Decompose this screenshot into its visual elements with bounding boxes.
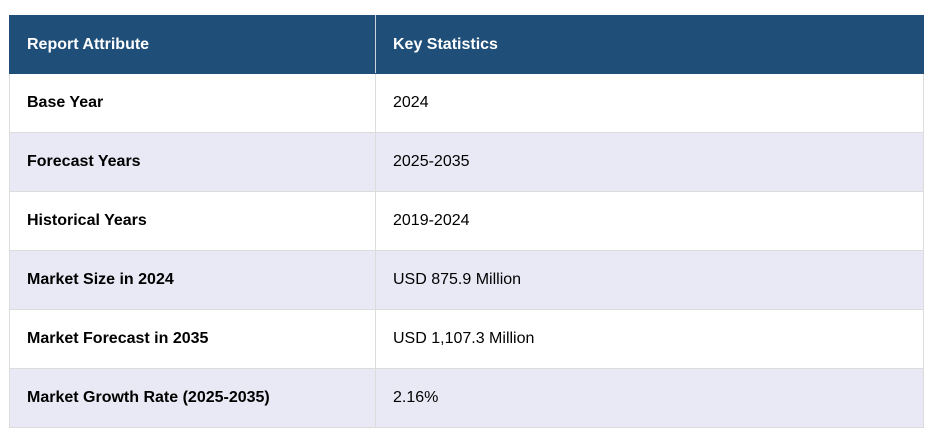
attribute-cell: Historical Years xyxy=(9,191,376,251)
header-cell: Report Attribute xyxy=(9,15,376,74)
attribute-cell: Market Growth Rate (2025-2035) xyxy=(9,368,376,428)
table-row: Market Growth Rate (2025-2035) 2.16% xyxy=(9,368,924,428)
value-cell: USD 1,107.3 Million xyxy=(375,309,924,369)
value-cell: USD 875.9 Million xyxy=(375,250,924,310)
attribute-cell: Market Size in 2024 xyxy=(9,250,376,310)
value-cell: 2025-2035 xyxy=(375,132,924,192)
value-cell: 2019-2024 xyxy=(375,191,924,251)
table-body: Base Year 2024 Forecast Years 2025-2035 Hist… xyxy=(9,73,924,428)
table-row: Market Forecast in 2035 USD 1,107.3 Milli… xyxy=(9,309,924,369)
header-row: Report Attribute Key Statistics xyxy=(9,15,924,74)
stats-table: Report Attribute Key Statistics Base Yea… xyxy=(9,15,924,428)
table-row: Base Year 2024 xyxy=(9,73,924,133)
table-header: Report Attribute Key Statistics xyxy=(9,15,924,74)
table-row: Historical Years 2019-2024 xyxy=(9,191,924,251)
value-cell: 2.16% xyxy=(375,368,924,428)
attribute-cell: Market Forecast in 2035 xyxy=(9,309,376,369)
attribute-cell: Forecast Years xyxy=(9,132,376,192)
value-cell: 2024 xyxy=(375,73,924,133)
table-row: Forecast Years 2025-2035 xyxy=(9,132,924,192)
table-row: Market Size in 2024 USD 875.9 Million xyxy=(9,250,924,310)
attribute-cell: Base Year xyxy=(9,73,376,133)
header-cell: Key Statistics xyxy=(375,15,924,74)
